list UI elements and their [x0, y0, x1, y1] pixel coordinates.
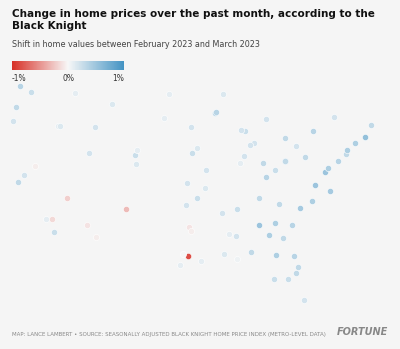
Text: FORTUNE: FORTUNE [337, 327, 388, 337]
Text: 0%: 0% [62, 74, 74, 83]
Text: MAP: LANCE LAMBERT • SOURCE: SEASONALLY ADJUSTED BLACK KNIGHT HOME PRICE INDEX (: MAP: LANCE LAMBERT • SOURCE: SEASONALLY … [12, 332, 326, 337]
Text: Change in home prices over the past month, according to the
Black Knight: Change in home prices over the past mont… [12, 9, 375, 31]
Text: -1%: -1% [12, 74, 27, 83]
Text: Shift in home values between February 2023 and March 2023: Shift in home values between February 20… [12, 40, 260, 49]
Text: 1%: 1% [112, 74, 124, 83]
